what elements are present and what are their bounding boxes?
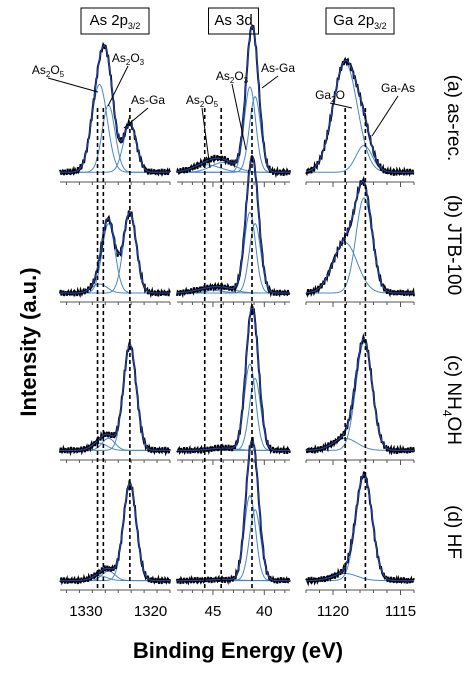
peak-annotation-2: As-Ga bbox=[123, 93, 165, 129]
column-title-layer: 1330 1320 As 2p3/2 45 40 As 3d 1120 1115 Ga 2p3/… bbox=[69, 7, 416, 620]
measured-spectrum bbox=[176, 302, 291, 456]
panel-0-1 bbox=[59, 210, 171, 305]
annotation-leader bbox=[47, 77, 99, 93]
column-title-text: Ga 2p3/2 bbox=[333, 12, 386, 31]
annotation-leader bbox=[107, 65, 129, 107]
panel-2-1 bbox=[305, 175, 415, 307]
panel-0-0 bbox=[59, 41, 171, 185]
panel-1-2 bbox=[176, 302, 291, 465]
peak-annotation-0: As2O5 bbox=[32, 63, 99, 93]
tick-label: 1330 bbox=[69, 603, 102, 620]
component-peak-3 bbox=[177, 377, 290, 451]
x-axis-title: Binding Energy (eV) bbox=[133, 638, 343, 663]
column-title: As 2p3/2 bbox=[80, 7, 150, 35]
component-peak-2 bbox=[177, 363, 290, 451]
reference-line-layer bbox=[96, 108, 367, 590]
annotation-layer: As2O5 As2O3 As-Ga As2O5 As2O3 As-Ga Ga2O Ga-As bbox=[32, 51, 415, 169]
tick-label: 1120 bbox=[317, 603, 349, 620]
column-title-box bbox=[80, 7, 150, 35]
peak-annotation-text: As-Ga bbox=[131, 93, 165, 107]
measured-spectrum bbox=[305, 333, 415, 456]
peak-annotation-text: As2O5 bbox=[32, 63, 65, 79]
panel-2-2 bbox=[305, 333, 415, 465]
component-peak-1 bbox=[60, 223, 170, 294]
peak-annotation-text: As2O3 bbox=[112, 51, 145, 67]
annotation-leader bbox=[231, 83, 247, 151]
y-axis-label: Intensity (a.u.) bbox=[16, 267, 41, 416]
measured-spectrum bbox=[59, 479, 171, 586]
measured-spectrum bbox=[176, 436, 291, 586]
row-label-layer: (a) as-rec. (b) JTB-100 (c) NH4OH (d) HF bbox=[440, 75, 464, 559]
annotation-leader bbox=[371, 95, 399, 137]
x-axis-label: Binding Energy (eV) bbox=[133, 638, 343, 663]
component-peak-3 bbox=[177, 223, 290, 294]
measured-spectrum bbox=[59, 341, 171, 457]
peak-annotation-text: Ga2O bbox=[315, 88, 345, 104]
fit-envelope bbox=[306, 473, 414, 582]
peak-annotation-text: As2O5 bbox=[186, 93, 219, 109]
peak-annotation-0: Ga2O bbox=[315, 88, 353, 109]
peak-annotation-text: Ga-As bbox=[381, 81, 415, 95]
row-label-2: (c) NH4OH bbox=[440, 355, 464, 445]
column-title: Ga 2p3/2 bbox=[325, 7, 395, 35]
annotation-leader bbox=[201, 107, 211, 169]
panel-1-1 bbox=[176, 155, 291, 307]
y-axis-title: Intensity (a.u.) bbox=[16, 267, 41, 416]
peak-annotation-2: As-Ga bbox=[261, 61, 295, 89]
peak-annotation-0: As2O5 bbox=[186, 93, 219, 169]
tick-label: 1320 bbox=[134, 603, 167, 620]
panel-2-3 bbox=[305, 471, 415, 595]
column-title-box bbox=[325, 7, 395, 35]
panel-0-3 bbox=[59, 479, 171, 593]
row-label-0: (a) as-rec. bbox=[443, 75, 464, 162]
measured-spectrum bbox=[305, 175, 415, 298]
annotation-leader bbox=[329, 102, 353, 109]
panel-1-0 bbox=[176, 23, 291, 187]
row-label-3: (d) HF bbox=[443, 505, 464, 559]
fit-envelope bbox=[176, 156, 290, 294]
row-label-1: (b) JTB-100 bbox=[443, 195, 464, 295]
peak-annotation-1: Ga-As bbox=[371, 81, 415, 137]
panel-2-0 bbox=[305, 56, 415, 187]
peak-annotation-1: As2O3 bbox=[107, 51, 145, 107]
peak-annotation-text: As-Ga bbox=[261, 61, 295, 75]
component-peak-3 bbox=[177, 509, 290, 582]
fit-envelope bbox=[177, 439, 290, 582]
fit-envelope bbox=[60, 44, 170, 173]
fit-envelope bbox=[60, 211, 170, 294]
component-peak-1 bbox=[306, 476, 414, 582]
component-peak-2 bbox=[177, 494, 290, 582]
measured-spectrum bbox=[176, 155, 291, 299]
fit-envelope bbox=[306, 338, 414, 452]
fit-envelope bbox=[176, 25, 290, 173]
fit-envelope bbox=[60, 344, 170, 452]
tick-label: 1115 bbox=[385, 603, 416, 620]
column-title-text: As 2p3/2 bbox=[90, 12, 141, 31]
component-peak-2 bbox=[177, 211, 290, 294]
peak-annotation-text: As2O3 bbox=[216, 69, 249, 85]
panel-layer bbox=[59, 23, 415, 595]
tick-label: 45 bbox=[205, 603, 222, 620]
peak-annotation-1: As2O3 bbox=[216, 69, 249, 151]
fit-envelope bbox=[60, 483, 170, 582]
column-title-box bbox=[208, 7, 259, 35]
panel-0-2 bbox=[59, 341, 171, 463]
fit-envelope bbox=[305, 59, 414, 173]
component-peak-1 bbox=[306, 197, 414, 294]
annotation-leader bbox=[123, 107, 149, 129]
fit-envelope bbox=[177, 306, 290, 452]
column-title-text: As 3d bbox=[214, 12, 252, 29]
fit-envelope bbox=[305, 180, 414, 294]
annotation-leader bbox=[261, 75, 279, 89]
component-peak-1 bbox=[306, 341, 414, 451]
measured-spectrum bbox=[59, 210, 171, 299]
tick-label: 40 bbox=[256, 603, 273, 620]
measured-spectrum bbox=[305, 56, 415, 177]
panel-1-3 bbox=[176, 436, 291, 595]
column-title: As 3d bbox=[208, 7, 259, 35]
